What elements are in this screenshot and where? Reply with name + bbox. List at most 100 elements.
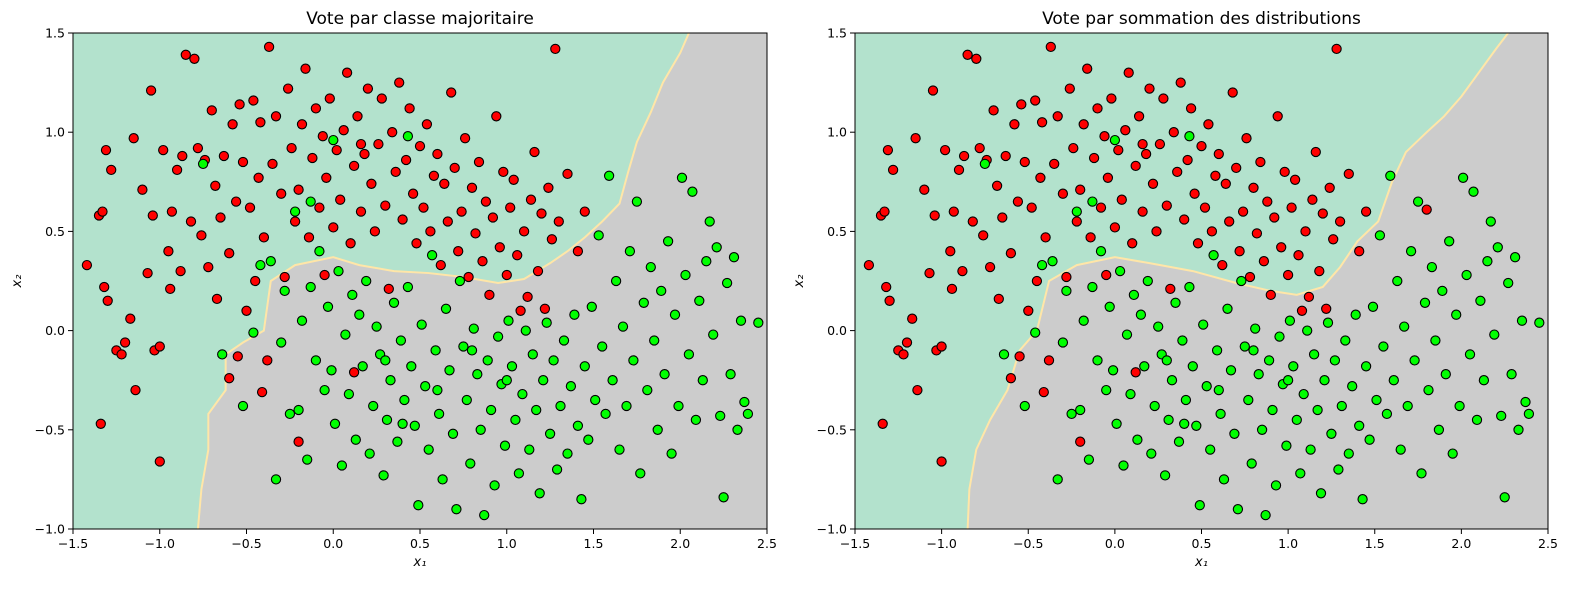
chart-0-point-red-49 — [253, 172, 264, 183]
chart-1-x-tick-label-3: 0.0 — [1105, 536, 1125, 551]
chart-1-point-green-108 — [1416, 468, 1427, 479]
chart-0-point-green-39 — [395, 335, 407, 346]
chart-0-x-tick-label-0: −1.5 — [58, 536, 88, 551]
chart-1-point-green-100 — [1388, 375, 1399, 386]
chart-1-point-red-84 — [1151, 226, 1162, 237]
chart-1-point-red-0 — [863, 259, 875, 271]
chart-0-point-green-134 — [725, 369, 736, 380]
chart-1-point-red-24 — [948, 206, 959, 217]
chart-0-decision-boundary — [196, 33, 690, 529]
chart-0-point-green-74 — [517, 388, 528, 400]
chart-0-point-red-105 — [442, 216, 453, 227]
chart-0-point-red-26 — [175, 265, 186, 277]
chart-1-point-green-106 — [1409, 355, 1420, 366]
chart-0-point-red-15 — [142, 267, 153, 279]
chart-1-point-green-81 — [1322, 317, 1334, 328]
chart-0-point-green-46 — [420, 381, 431, 392]
chart-1-point-green-75 — [1302, 325, 1313, 336]
chart-1-point-green-6 — [1052, 474, 1063, 485]
chart-0-point-red-103 — [435, 259, 446, 271]
chart-0-x-axis-label: x₁ — [413, 555, 427, 570]
chart-0-point-green-23 — [340, 329, 351, 340]
chart-1-point-red-138 — [1343, 168, 1354, 180]
chart-0-point-green-124 — [690, 414, 702, 426]
chart-0-point-red-0 — [81, 259, 93, 271]
chart-1-point-green-5 — [1047, 256, 1058, 267]
chart-0-point-red-11 — [125, 313, 136, 324]
chart-0-point-green-100 — [607, 375, 618, 386]
chart-1-point-green-31 — [1149, 400, 1160, 412]
chart-1-point-red-146 — [1130, 367, 1141, 378]
chart-1-point-green-70 — [1284, 315, 1296, 326]
chart-0-point-red-108 — [453, 246, 464, 257]
chart-0-point-green-19 — [326, 365, 337, 376]
chart-1-point-red-34 — [984, 261, 996, 273]
chart-1-point-green-71 — [1288, 361, 1299, 372]
chart-0-point-green-28 — [357, 361, 368, 372]
chart-1-point-red-38 — [997, 212, 1008, 223]
chart-0-point-green-73 — [513, 468, 525, 479]
chart-0-point-red-74 — [335, 194, 346, 205]
chart-0-point-red-82 — [362, 83, 374, 94]
chart-0-point-red-70 — [321, 172, 332, 183]
chart-0-point-green-147 — [402, 131, 414, 142]
chart-1-point-green-145 — [1087, 196, 1098, 207]
chart-0-point-green-53 — [444, 365, 455, 376]
chart-0-y-tick-label-2: 0.0 — [45, 323, 65, 338]
chart-0-point-red-13 — [130, 384, 141, 396]
chart-0-point-green-16 — [314, 246, 325, 257]
chart-1-point-green-113 — [1433, 424, 1445, 435]
chart-1-point-green-126 — [1478, 375, 1490, 386]
chart-1-point-red-54 — [1049, 158, 1060, 170]
chart-1-point-red-118 — [1269, 212, 1280, 223]
chart-1-point-green-119 — [1454, 400, 1465, 412]
chart-0-point-green-77 — [527, 349, 538, 360]
chart-0-point-green-146 — [328, 134, 339, 146]
chart-1-point-red-108 — [1234, 246, 1245, 257]
chart-0-point-red-56 — [276, 188, 287, 199]
chart-0-point-red-106 — [446, 87, 457, 98]
chart-0-x-tick-label-1: −1.0 — [145, 536, 175, 551]
chart-1-point-green-90 — [1354, 420, 1365, 431]
chart-0-y-tick-label-4: 1.0 — [45, 125, 65, 140]
chart-1-point-green-21 — [1114, 265, 1126, 277]
chart-0-point-green-78 — [531, 404, 542, 416]
chart-1-point-red-105 — [1224, 216, 1235, 227]
chart-0-point-green-13 — [302, 454, 313, 465]
chart-0-point-red-28 — [180, 49, 191, 60]
chart-1-point-red-61 — [1075, 184, 1086, 195]
chart-1-point-red-88 — [1165, 283, 1176, 295]
chart-0-point-green-141 — [397, 418, 408, 429]
chart-0-point-red-46 — [244, 202, 256, 213]
chart-0-point-red-40 — [224, 248, 235, 259]
chart-0-point-red-7 — [102, 295, 113, 306]
chart-1-point-red-117 — [1265, 289, 1276, 301]
chart-0-point-green-42 — [406, 361, 417, 372]
chart-1-point-red-75 — [1120, 125, 1131, 136]
chart-1-point-green-23 — [1121, 329, 1133, 340]
chart-1-point-red-97 — [1196, 140, 1207, 152]
chart-1-y-tick-label-4: 1.0 — [827, 125, 847, 140]
chart-1-point-red-43 — [1016, 99, 1027, 110]
chart-0-point-green-114 — [656, 285, 667, 297]
chart-1-point-green-16 — [1095, 246, 1107, 257]
chart-1-point-red-28 — [962, 49, 973, 60]
chart-0-point-green-119 — [673, 400, 684, 412]
chart-1-point-green-76 — [1305, 444, 1316, 455]
chart-1-point-green-109 — [1419, 297, 1431, 308]
chart-0-point-red-12 — [128, 133, 139, 144]
chart-0-point-green-55 — [451, 504, 462, 515]
chart-0-point-green-43 — [409, 420, 420, 431]
chart-1-point-red-67 — [1095, 202, 1107, 213]
chart-0-point-green-125 — [694, 295, 705, 306]
chart-0-point-green-89 — [569, 309, 580, 320]
chart-1-point-red-46 — [1026, 202, 1037, 213]
chart-0-point-red-146 — [348, 367, 360, 378]
chart-1-y-tick-label-1: −0.5 — [817, 422, 847, 437]
chart-1-point-red-45 — [1023, 305, 1034, 316]
chart-0-point-red-68 — [317, 131, 328, 142]
chart-0-point-green-66 — [489, 480, 500, 491]
chart-1-point-green-65 — [1267, 404, 1278, 416]
chart-0-point-green-31 — [368, 400, 379, 412]
chart-0-point-red-51 — [258, 232, 270, 243]
